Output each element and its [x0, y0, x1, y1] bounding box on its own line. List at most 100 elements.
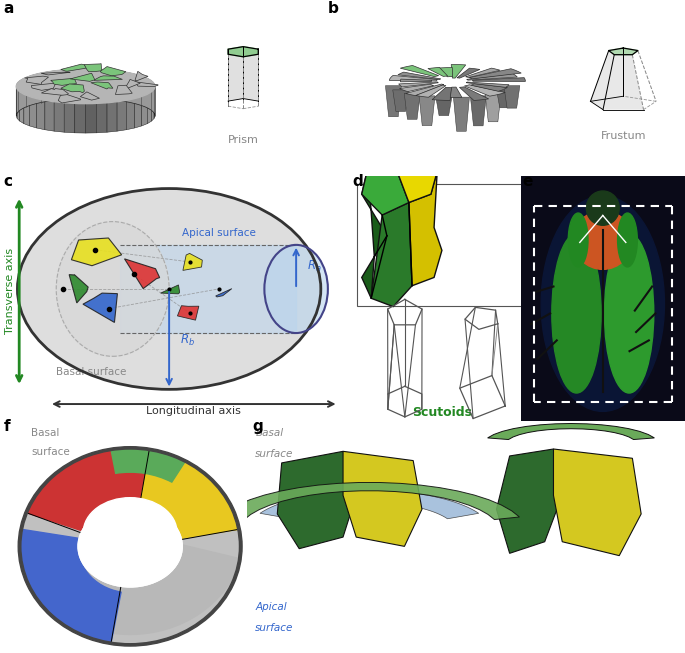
Polygon shape: [91, 82, 113, 89]
Polygon shape: [609, 48, 638, 55]
Ellipse shape: [84, 498, 177, 567]
Wedge shape: [51, 547, 210, 617]
Polygon shape: [466, 68, 500, 78]
Polygon shape: [362, 153, 409, 215]
Polygon shape: [386, 86, 401, 117]
Polygon shape: [51, 78, 77, 86]
Polygon shape: [117, 101, 126, 131]
Polygon shape: [371, 202, 412, 307]
Ellipse shape: [573, 210, 632, 269]
Wedge shape: [21, 449, 240, 644]
Ellipse shape: [16, 69, 155, 104]
Wedge shape: [27, 449, 149, 530]
Text: surface: surface: [256, 449, 294, 459]
Polygon shape: [497, 90, 512, 108]
Ellipse shape: [78, 506, 182, 587]
Wedge shape: [45, 547, 216, 622]
Text: d: d: [353, 174, 364, 189]
Text: Prism: Prism: [227, 135, 259, 145]
Polygon shape: [135, 97, 142, 128]
Polygon shape: [406, 84, 444, 95]
Polygon shape: [115, 86, 132, 95]
Polygon shape: [390, 153, 437, 202]
Polygon shape: [471, 84, 508, 91]
Polygon shape: [36, 99, 45, 130]
Polygon shape: [124, 80, 140, 89]
Ellipse shape: [17, 189, 321, 389]
Polygon shape: [61, 84, 84, 93]
Text: a: a: [3, 1, 14, 16]
Polygon shape: [100, 67, 126, 76]
Text: b: b: [327, 1, 338, 16]
Polygon shape: [466, 82, 509, 88]
Polygon shape: [135, 82, 158, 87]
Wedge shape: [21, 547, 240, 644]
Text: $R_b$: $R_b$: [179, 333, 195, 348]
Polygon shape: [86, 103, 97, 133]
Polygon shape: [107, 102, 117, 132]
Polygon shape: [419, 96, 435, 125]
Polygon shape: [45, 101, 54, 131]
Polygon shape: [41, 89, 68, 96]
Polygon shape: [400, 79, 432, 82]
Text: Transverse axis: Transverse axis: [5, 248, 15, 334]
Polygon shape: [466, 74, 517, 80]
Wedge shape: [139, 451, 238, 538]
Text: Frustum: Frustum: [601, 131, 646, 141]
Polygon shape: [460, 87, 488, 101]
Polygon shape: [398, 72, 440, 80]
Polygon shape: [80, 92, 99, 100]
Text: f: f: [3, 419, 10, 434]
Polygon shape: [409, 171, 442, 286]
Polygon shape: [177, 306, 199, 320]
Polygon shape: [277, 451, 356, 549]
Polygon shape: [216, 289, 232, 297]
Polygon shape: [94, 76, 123, 80]
Ellipse shape: [264, 245, 328, 333]
Ellipse shape: [618, 213, 637, 267]
Polygon shape: [97, 103, 107, 133]
Polygon shape: [437, 67, 453, 77]
Text: Apical surface: Apical surface: [182, 227, 256, 238]
Polygon shape: [126, 99, 135, 130]
Polygon shape: [428, 67, 448, 76]
Polygon shape: [432, 88, 452, 101]
Polygon shape: [228, 46, 258, 57]
Polygon shape: [71, 238, 122, 266]
Polygon shape: [590, 50, 614, 110]
Polygon shape: [488, 424, 654, 439]
Polygon shape: [469, 69, 521, 79]
Polygon shape: [471, 96, 486, 126]
Wedge shape: [38, 547, 222, 628]
Polygon shape: [451, 65, 466, 78]
Polygon shape: [450, 87, 462, 97]
Polygon shape: [260, 490, 479, 518]
Wedge shape: [33, 547, 227, 633]
Text: c: c: [3, 174, 12, 189]
Polygon shape: [436, 97, 452, 116]
Wedge shape: [57, 547, 203, 612]
Wedge shape: [27, 547, 234, 639]
Text: Basal: Basal: [32, 428, 60, 438]
Polygon shape: [24, 94, 29, 126]
Polygon shape: [135, 71, 148, 80]
Polygon shape: [41, 72, 71, 75]
Wedge shape: [62, 547, 198, 607]
Polygon shape: [389, 75, 438, 81]
Polygon shape: [154, 86, 155, 118]
Wedge shape: [21, 530, 121, 643]
Text: Scutoids: Scutoids: [412, 406, 472, 419]
Polygon shape: [142, 94, 147, 126]
Polygon shape: [32, 83, 55, 90]
Polygon shape: [393, 90, 409, 112]
Text: e: e: [523, 174, 533, 189]
Wedge shape: [19, 543, 241, 635]
Polygon shape: [485, 93, 501, 122]
Polygon shape: [400, 65, 438, 76]
Text: Basal surface: Basal surface: [56, 367, 127, 377]
Polygon shape: [20, 91, 24, 123]
Polygon shape: [343, 451, 422, 547]
Text: Apical: Apical: [256, 602, 287, 612]
Ellipse shape: [604, 234, 653, 393]
Text: g: g: [252, 419, 263, 434]
